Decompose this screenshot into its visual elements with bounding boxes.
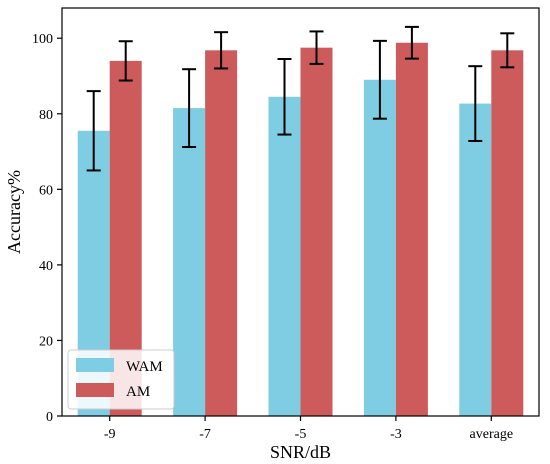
- legend-label-wam: WAM: [126, 359, 163, 375]
- error-bar-wam-0: [86, 90, 101, 172]
- error-bar-wam-4: [468, 65, 483, 142]
- error-bar-am-1: [214, 31, 229, 70]
- legend: WAM AM: [67, 349, 175, 410]
- bar-wam-2: [268, 96, 301, 417]
- error-bar-am-0: [118, 40, 133, 82]
- y-tick-label: 60: [39, 183, 53, 198]
- legend-swatch-wam: [76, 358, 114, 372]
- x-axis: -9 -7 -5 -3 average: [104, 416, 513, 442]
- bar-am-4: [491, 50, 524, 417]
- error-bar-am-2: [309, 30, 324, 65]
- bar-am-2: [300, 47, 333, 417]
- x-tick-label: average: [470, 427, 514, 442]
- x-tick-label: -3: [390, 427, 402, 442]
- y-tick-label: 40: [39, 259, 53, 274]
- error-bar-wam-2: [277, 58, 292, 136]
- legend-swatch-am: [76, 383, 114, 397]
- bar-wam-1: [173, 108, 206, 416]
- y-axis: 0 20 40 60 80 100: [32, 32, 62, 425]
- x-axis-label: SNR/dB: [270, 442, 331, 462]
- legend-label-am: AM: [126, 384, 150, 400]
- error-bar-wam-1: [182, 68, 197, 149]
- plot-area: [77, 25, 524, 417]
- error-bar-am-4: [500, 32, 515, 69]
- y-tick-label: 20: [39, 334, 53, 349]
- bar-wam-3: [363, 79, 396, 417]
- error-bar-am-3: [404, 25, 419, 60]
- y-axis-label: Accuracy%: [4, 170, 24, 254]
- error-bar-wam-3: [372, 39, 387, 120]
- bar-wam-4: [459, 103, 492, 417]
- y-tick-label: 80: [39, 108, 53, 123]
- x-tick-label: -7: [199, 427, 211, 442]
- x-tick-label: -5: [295, 427, 307, 442]
- y-tick-label: 100: [32, 32, 53, 47]
- x-tick-label: -9: [104, 427, 116, 442]
- y-tick-label: 0: [46, 410, 53, 425]
- bar-am-1: [205, 50, 238, 417]
- bar-am-3: [395, 42, 428, 416]
